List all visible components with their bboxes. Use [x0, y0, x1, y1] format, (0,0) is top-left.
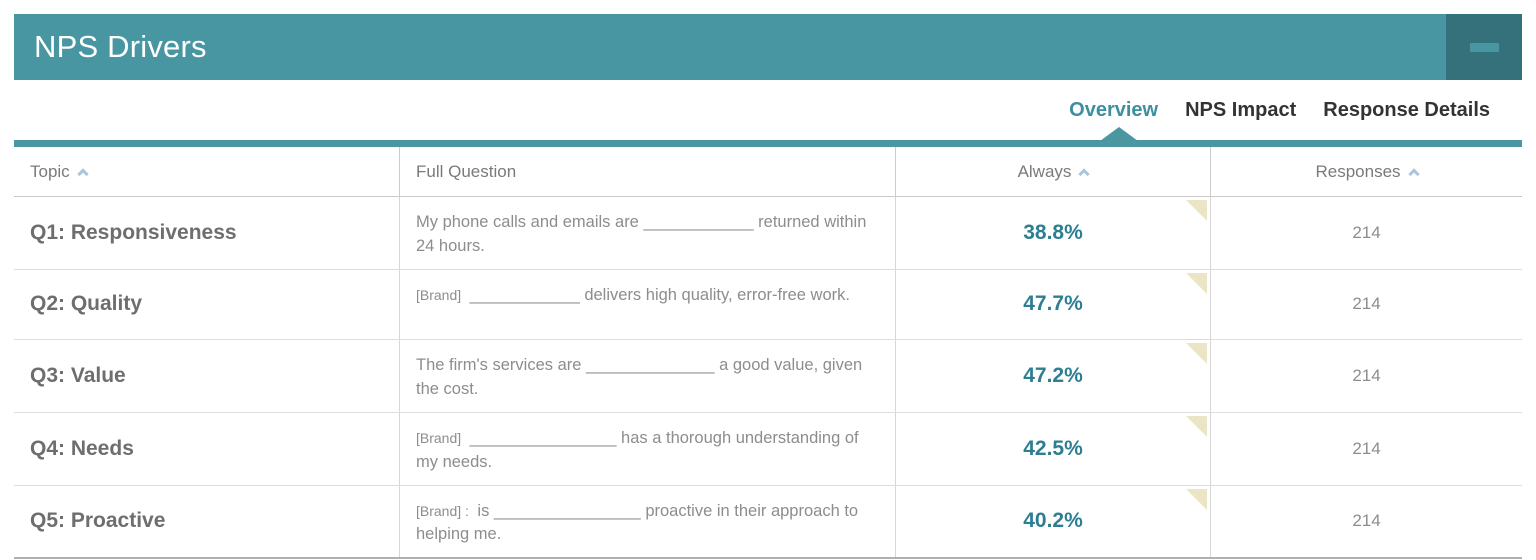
brand-token: [Brand] :	[416, 502, 473, 519]
sort-asc-icon	[1407, 167, 1420, 180]
corner-flag-icon	[1186, 272, 1207, 294]
always-value: 42.5%	[1023, 436, 1083, 460]
drivers-table: Topic Full Question Always Responses Q1:…	[14, 147, 1522, 560]
minimize-button[interactable]	[1446, 14, 1522, 80]
column-label: Responses	[1315, 161, 1401, 181]
corner-flag-icon	[1186, 415, 1207, 437]
sort-asc-icon	[1078, 167, 1091, 180]
topic-cell: Q5: Proactive	[14, 485, 400, 558]
tab-bar: Overview NPS Impact Response Details	[14, 80, 1522, 140]
question-cell: The firm's services are ______________ a…	[400, 339, 896, 412]
responses-cell: 214	[1352, 511, 1381, 531]
question-cell: My phone calls and emails are __________…	[400, 197, 896, 269]
tab-response-details[interactable]: Response Details	[1323, 98, 1490, 121]
column-header-responses[interactable]: Responses	[1211, 147, 1522, 196]
table-header-row: Topic Full Question Always Responses	[14, 147, 1522, 197]
table-row-q5[interactable]: Q5: Proactive [Brand] : is _____________…	[14, 485, 1522, 560]
column-label: Always	[1017, 161, 1072, 181]
corner-flag-icon	[1186, 342, 1207, 364]
always-value-cell: 40.2%	[896, 485, 1211, 558]
table-row-q1[interactable]: Q1: Responsiveness My phone calls and em…	[14, 197, 1522, 270]
panel-title: NPS Drivers	[34, 29, 207, 64]
column-header-topic[interactable]: Topic	[14, 147, 400, 196]
always-value-cell: 47.7%	[896, 269, 1211, 339]
always-value: 40.2%	[1023, 509, 1083, 533]
table-body: Q1: Responsiveness My phone calls and em…	[14, 197, 1522, 560]
question-text: The firm's services are ______________ a…	[416, 355, 863, 398]
always-value: 47.2%	[1023, 363, 1083, 387]
responses-cell: 214	[1352, 222, 1381, 242]
topic-cell: Q2: Quality	[14, 269, 400, 339]
responses-cell: 214	[1352, 365, 1381, 385]
always-value-cell: 47.2%	[896, 339, 1211, 412]
brand-token: [Brand]	[416, 429, 466, 446]
tab-overview[interactable]: Overview	[1069, 98, 1159, 121]
tab-underline-rule	[14, 127, 1522, 147]
column-label: Full Question	[416, 161, 517, 181]
question-text: ____________ delivers high quality, erro…	[469, 285, 850, 304]
always-value: 47.7%	[1023, 292, 1083, 316]
question-text: is ________________ proactive in their a…	[416, 501, 859, 544]
topic-cell: Q3: Value	[14, 339, 400, 412]
topic-cell: Q4: Needs	[14, 412, 400, 485]
question-cell: [Brand] : is ________________ proactive …	[400, 485, 896, 558]
panel-header: NPS Drivers	[14, 14, 1522, 80]
corner-flag-icon	[1186, 200, 1207, 221]
table-row-q4[interactable]: Q4: Needs [Brand] ________________ has a…	[14, 412, 1522, 486]
table-row-q3[interactable]: Q3: Value The firm's services are ______…	[14, 339, 1522, 413]
always-value: 38.8%	[1023, 220, 1083, 244]
brand-token: [Brand]	[416, 286, 466, 303]
always-value-cell: 42.5%	[896, 412, 1211, 485]
table-row-q2[interactable]: Q2: Quality [Brand] ____________ deliver…	[14, 269, 1522, 340]
nps-drivers-panel: NPS Drivers Overview NPS Impact Response…	[14, 14, 1522, 560]
always-value-cell: 38.8%	[896, 197, 1211, 269]
topic-cell: Q1: Responsiveness	[14, 197, 400, 269]
minus-icon	[1469, 42, 1499, 52]
question-text: ________________ has a thorough understa…	[416, 428, 859, 471]
question-cell: [Brand] ____________ delivers high quali…	[400, 269, 896, 339]
question-text: My phone calls and emails are __________…	[416, 213, 867, 255]
sort-asc-icon	[77, 167, 89, 180]
question-cell: [Brand] ________________ has a thorough …	[400, 412, 896, 485]
column-header-full-question[interactable]: Full Question	[400, 147, 896, 196]
active-tab-pointer-icon	[1100, 127, 1138, 141]
column-header-always[interactable]: Always	[896, 147, 1211, 196]
responses-cell: 214	[1352, 294, 1381, 314]
responses-cell: 214	[1352, 438, 1381, 458]
corner-flag-icon	[1186, 488, 1207, 510]
tab-nps-impact[interactable]: NPS Impact	[1185, 98, 1297, 121]
column-label: Topic	[30, 161, 70, 181]
